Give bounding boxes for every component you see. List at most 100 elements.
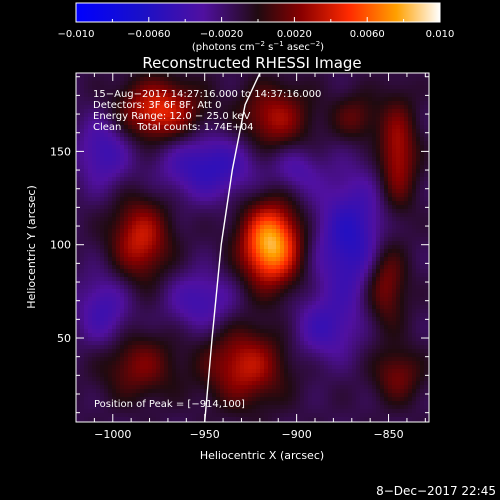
heatmap-cell xyxy=(384,285,389,290)
heatmap-cell xyxy=(416,125,421,130)
heatmap-cell xyxy=(220,213,225,218)
heatmap-cell xyxy=(300,205,305,210)
heatmap-cell xyxy=(180,89,185,94)
heatmap-cell xyxy=(324,185,329,190)
heatmap-cell xyxy=(188,73,193,78)
heatmap-cell xyxy=(92,145,97,150)
heatmap-cell xyxy=(416,225,421,230)
heatmap-cell xyxy=(368,229,373,234)
heatmap-cell xyxy=(252,273,257,278)
heatmap-cell xyxy=(104,261,109,266)
heatmap-cell xyxy=(256,109,261,114)
heatmap-cell xyxy=(316,261,321,266)
heatmap-cell xyxy=(392,285,397,290)
heatmap-cell xyxy=(284,201,289,206)
heatmap-cell xyxy=(104,197,109,202)
heatmap-cell xyxy=(220,153,225,158)
heatmap-cell xyxy=(412,157,417,162)
heatmap-cell xyxy=(356,281,361,286)
heatmap-cell xyxy=(224,293,229,298)
heatmap-cell xyxy=(412,173,417,178)
heatmap-cell xyxy=(144,109,149,114)
heatmap-cell xyxy=(332,173,337,178)
heatmap-cell xyxy=(84,121,89,126)
heatmap-cell xyxy=(120,201,125,206)
heatmap-cell xyxy=(232,221,237,226)
heatmap-cell xyxy=(248,109,253,114)
heatmap-cell xyxy=(296,121,301,126)
heatmap-cell xyxy=(348,245,353,250)
heatmap-cell xyxy=(196,81,201,86)
heatmap-cell xyxy=(184,277,189,282)
heatmap-cell xyxy=(336,277,341,282)
heatmap-cell xyxy=(120,153,125,158)
heatmap-cell xyxy=(276,257,281,262)
heatmap-cell xyxy=(320,221,325,226)
heatmap-cell xyxy=(396,109,401,114)
heatmap-cell xyxy=(144,253,149,258)
heatmap-cell xyxy=(196,165,201,170)
heatmap-cell xyxy=(312,97,317,102)
heatmap-cell xyxy=(164,125,169,130)
heatmap-cell xyxy=(416,145,421,150)
heatmap-cell xyxy=(260,217,265,222)
heatmap-cell xyxy=(184,149,189,154)
heatmap-cell xyxy=(168,253,173,258)
heatmap-cell xyxy=(272,277,277,282)
heatmap-cell xyxy=(344,261,349,266)
heatmap-cell xyxy=(248,125,253,130)
heatmap-cell xyxy=(332,157,337,162)
heatmap-cell xyxy=(80,181,85,186)
heatmap-cell xyxy=(328,293,333,298)
heatmap-cell xyxy=(348,77,353,82)
heatmap-cell xyxy=(424,121,429,126)
heatmap-cell xyxy=(252,141,257,146)
heatmap-cell xyxy=(192,97,197,102)
heatmap-cell xyxy=(396,249,401,254)
heatmap-cell xyxy=(196,193,201,198)
heatmap-cell xyxy=(184,241,189,246)
heatmap-cell xyxy=(108,93,113,98)
heatmap-cell xyxy=(344,81,349,86)
heatmap-cell xyxy=(280,101,285,106)
heatmap-cell xyxy=(400,261,405,266)
heatmap-cell xyxy=(144,281,149,286)
heatmap-cell xyxy=(284,105,289,110)
heatmap-cell xyxy=(204,165,209,170)
heatmap-cell xyxy=(192,253,197,258)
heatmap-cell xyxy=(124,233,129,238)
colorbar-tick-label: 0.010 xyxy=(426,29,455,40)
heatmap-cell xyxy=(196,241,201,246)
heatmap-cell xyxy=(312,137,317,142)
heatmap-cell xyxy=(396,89,401,94)
heatmap-cell xyxy=(148,93,153,98)
heatmap-cell xyxy=(260,85,265,90)
heatmap-cell xyxy=(100,81,105,86)
heatmap-cell xyxy=(352,257,357,262)
heatmap-cell xyxy=(320,189,325,194)
heatmap-cell xyxy=(168,225,173,230)
heatmap-cell xyxy=(360,261,365,266)
heatmap-cell xyxy=(404,129,409,134)
heatmap-cell xyxy=(260,233,265,238)
heatmap-cell xyxy=(120,205,125,210)
heatmap-cell xyxy=(400,229,405,234)
heatmap-cell xyxy=(204,173,209,178)
heatmap-cell xyxy=(344,129,349,134)
heatmap-cell xyxy=(120,289,125,294)
heatmap-cell xyxy=(248,157,253,162)
heatmap-cell xyxy=(388,93,393,98)
heatmap-cell xyxy=(416,157,421,162)
heatmap-cell xyxy=(332,217,337,222)
heatmap-cell xyxy=(348,105,353,110)
heatmap-cell xyxy=(284,109,289,114)
heatmap-cell xyxy=(352,177,357,182)
heatmap-cell xyxy=(88,201,93,206)
heatmap-cell xyxy=(400,77,405,82)
heatmap-cell xyxy=(380,193,385,198)
heatmap-cell xyxy=(416,205,421,210)
heatmap-cell xyxy=(228,125,233,130)
heatmap-cell xyxy=(252,197,257,202)
heatmap-cell xyxy=(156,209,161,214)
heatmap-cell xyxy=(88,221,93,226)
